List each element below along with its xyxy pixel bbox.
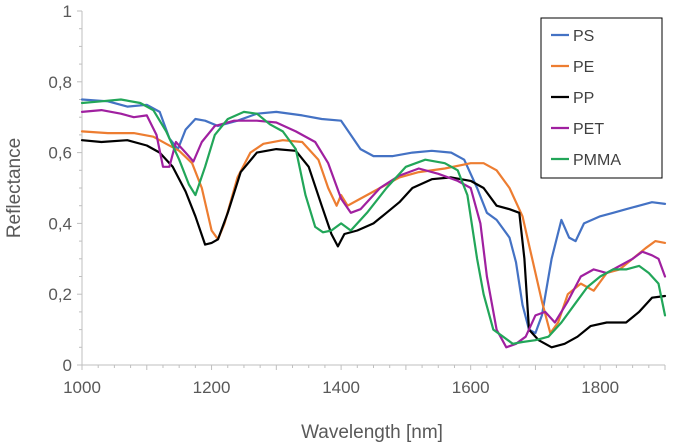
x-tick-label: 1000	[63, 378, 101, 397]
y-tick-label: 0,6	[48, 144, 72, 163]
series-line-pe	[80, 130, 667, 335]
series-line-ps	[80, 98, 667, 335]
series-line-pp	[80, 139, 667, 349]
legend-label-pe: PE	[573, 59, 594, 76]
legend-label-pp: PP	[573, 90, 594, 107]
x-tick-label: 1800	[581, 378, 619, 397]
x-tick-label: 1600	[452, 378, 490, 397]
x-tick-label: 1400	[322, 378, 360, 397]
x-tick-label: 1200	[193, 378, 231, 397]
y-tick-label: 0,4	[48, 214, 72, 233]
y-axis-title: Reflectance	[4, 138, 25, 238]
x-axis-title: Wavelength [nm]	[301, 422, 443, 443]
legend-label-pmma: PMMA	[573, 152, 621, 169]
series-lines	[80, 98, 667, 349]
legend-label-ps: PS	[573, 28, 594, 45]
series-line-pmma	[80, 98, 667, 345]
tick-labels: 0 0,2 0,4 0,6 0,8 1 1000 1200 1400 1600 1800	[48, 2, 619, 397]
y-tick-label: 0	[63, 356, 72, 375]
legend: PS PE PP PET PMMA	[540, 17, 663, 179]
axes	[77, 10, 666, 370]
y-tick-label: 0,2	[48, 285, 72, 304]
legend-label-pet: PET	[573, 121, 604, 138]
y-tick-label: 0,8	[48, 73, 72, 92]
y-tick-label: 1	[63, 2, 72, 21]
